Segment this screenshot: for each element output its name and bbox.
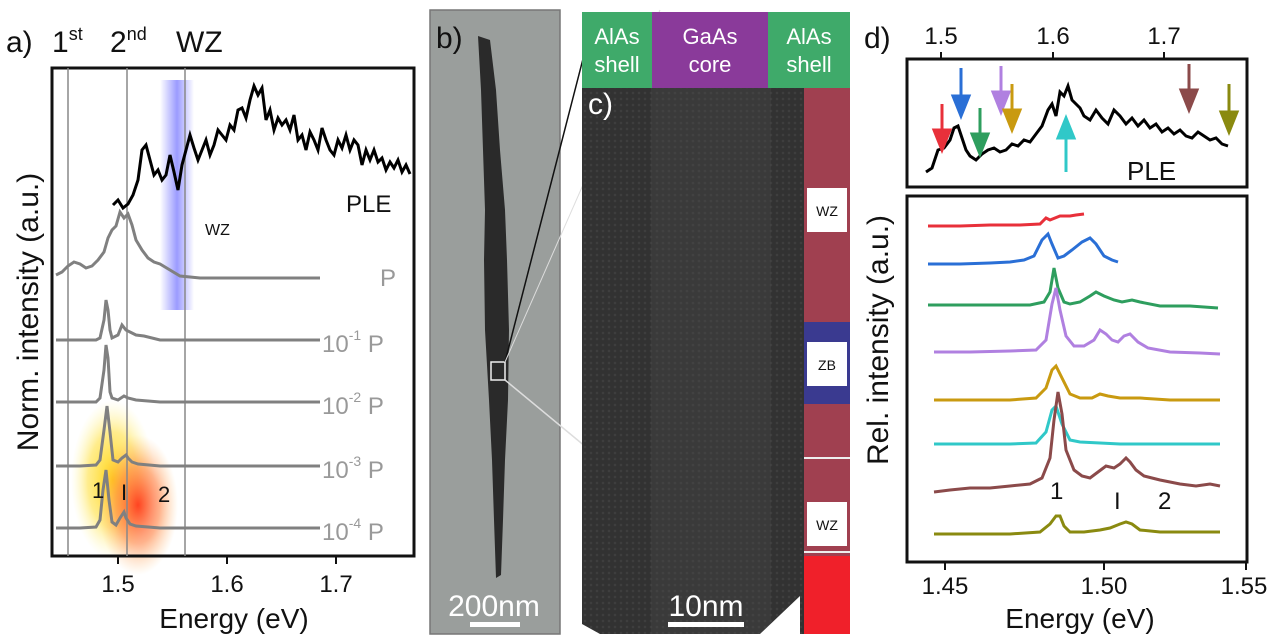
header-gaas-core <box>652 12 768 88</box>
tem-image-b-frame <box>429 9 561 635</box>
pl-trace-violet <box>934 287 1221 356</box>
pl-frame-d <box>905 194 1249 564</box>
arrow-red <box>931 104 953 155</box>
header-label-2b: core <box>689 52 732 77</box>
peak-label-1-d: 1 <box>1050 478 1063 505</box>
arrow-gold <box>1001 84 1023 135</box>
panel-b-label: b) <box>436 22 463 55</box>
trace-1e-4 <box>56 469 320 530</box>
peak-label-I-d: I <box>1114 488 1121 515</box>
arrow-blue <box>950 68 972 121</box>
peak-label-I-a: I <box>121 480 127 505</box>
peak-label-1-a: 1 <box>92 478 104 503</box>
panel-d-label: d) <box>864 22 891 55</box>
top-xtick-label-1: 1.5 <box>924 23 957 50</box>
wz-band-label: WZ <box>205 222 230 239</box>
ple-frame-d <box>905 57 1249 189</box>
trace-label-1e-2: 10-2 P <box>322 389 384 420</box>
header-label-3b: shell <box>786 52 831 77</box>
corner-left <box>582 624 600 634</box>
pl-trace-olive <box>934 514 1220 536</box>
trace-label-1e-1: 10-1 P <box>322 327 384 358</box>
phase-stripe-bottom <box>804 556 850 634</box>
pl-trace-red <box>928 212 1085 228</box>
panel-a: a) 1st 2nd WZ PLE WZ P 10-1 P 10-2 P 10-… <box>6 24 416 634</box>
zoom-line-top-black <box>504 54 585 363</box>
scalebar-label-c: 10nm <box>668 590 743 623</box>
arrows <box>931 64 1240 172</box>
panel-c-label: c) <box>588 88 613 121</box>
phase-box-wz-2 <box>807 502 847 546</box>
scalebar-b <box>470 622 520 627</box>
xtick-label-d-1: 1.45 <box>922 573 969 600</box>
phase-label-wz-2: WZ <box>816 517 838 533</box>
panel-d-xlabel: Energy (eV) <box>1005 603 1154 634</box>
pl-trace-blue <box>928 231 1119 266</box>
phase-label-zb: ZB <box>818 357 836 373</box>
trace-1e-3 <box>56 405 320 468</box>
header-label-3a: AlAs <box>786 24 831 49</box>
trace-P <box>55 208 320 280</box>
trace-1e-2 <box>56 344 320 404</box>
top-xtick-label-2: 1.6 <box>1036 23 1069 50</box>
panel-c: AlAs shell GaAs core AlAs shell WZ ZB WZ… <box>582 12 850 634</box>
xtick-label-a-3: 1.7 <box>319 571 352 598</box>
marker-wz: WZ <box>176 26 223 59</box>
ple-trace-d <box>925 81 1229 174</box>
trace-label-P: P <box>380 265 396 292</box>
pl-trace-green <box>928 267 1219 310</box>
arrow-violet <box>990 66 1012 117</box>
pl-trace-cyan <box>934 403 1220 446</box>
panel-b: b) 200nm <box>429 9 561 635</box>
header-alas-right <box>768 12 850 88</box>
arrow-cyan <box>1055 113 1077 172</box>
pl-trace-brown <box>933 391 1221 494</box>
nanowire <box>478 36 509 578</box>
panel-d: d) 1.5 1.6 1.7 PLE Rel. intensity (a.u.) <box>862 22 1267 634</box>
panel-a-ylabel: Norm. intensity (a.u.) <box>12 173 45 451</box>
ple-trace-a <box>111 81 412 211</box>
trace-label-1e-4: 10-4 P <box>322 515 384 546</box>
xtick-label-d-3: 1.55 <box>1221 573 1268 600</box>
arrow-green <box>969 108 991 159</box>
top-xtick-label-3: 1.7 <box>1147 23 1180 50</box>
trace-1e-1 <box>56 299 320 342</box>
phase-box-wz-1 <box>807 188 847 232</box>
xtick-label-d-2: 1.50 <box>1081 573 1128 600</box>
peak-label-2-a: 2 <box>158 482 170 507</box>
panel-a-label: a) <box>6 26 33 59</box>
header-alas-left <box>582 12 652 88</box>
trace-label-1e-3: 10-3 P <box>322 453 384 484</box>
panel-a-frame <box>50 66 416 558</box>
arrow-olive <box>1218 84 1240 137</box>
phase-label-wz-1: WZ <box>816 203 838 219</box>
xtick-label-a-1: 1.5 <box>101 571 134 598</box>
pl-trace-gold <box>934 363 1220 402</box>
marker-second: 2nd <box>110 24 147 59</box>
phase-box-zb <box>807 342 847 386</box>
scalebar-label-b: 200nm <box>448 590 540 623</box>
xtick-label-a-2: 1.6 <box>210 571 243 598</box>
arrow-brown <box>1178 64 1200 115</box>
ple-label-d: PLE <box>1127 156 1176 186</box>
marker-first: 1st <box>52 24 83 59</box>
zoom-box <box>490 361 506 381</box>
ple-label-a: PLE <box>346 191 391 218</box>
corner-right <box>760 596 800 634</box>
header-label-1a: AlAs <box>594 24 639 49</box>
header-label-2a: GaAs <box>682 24 737 49</box>
header-label-1b: shell <box>594 52 639 77</box>
wz-band <box>160 80 194 310</box>
panel-d-ylabel: Rel. intensity (a.u.) <box>862 215 895 465</box>
scalebar-c <box>668 622 744 627</box>
glow-peak-2 <box>98 435 178 575</box>
hrtem-core <box>651 88 771 634</box>
peak-label-2-d: 2 <box>1158 488 1171 515</box>
hrtem-shade <box>582 88 804 634</box>
panel-a-xlabel: Energy (eV) <box>159 603 308 634</box>
